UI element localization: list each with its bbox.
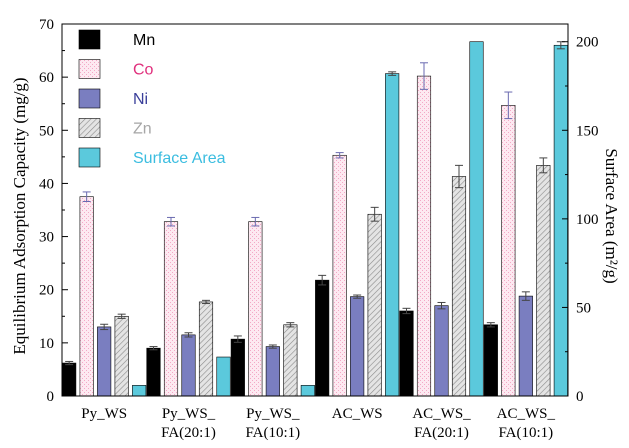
legend-swatch-mn — [78, 29, 101, 50]
legend-swatch-co — [78, 59, 101, 79]
x-tick-label: Py_WS_ — [246, 406, 300, 422]
legend-label-surface-area: Surface Area — [133, 150, 226, 167]
bar-surface-area — [469, 41, 484, 397]
bar-co — [416, 75, 432, 397]
bar-zn — [198, 301, 214, 397]
bar-mn — [146, 347, 161, 397]
y-tick-label: 10 — [39, 336, 54, 352]
bar-ni — [265, 346, 280, 397]
x-tick-label: AC_WS_ — [412, 406, 471, 422]
y-tick-label: 60 — [39, 70, 54, 86]
axes-layer: Py_WS Py_WS_ FA(20:1) Py_WS_ FA(10:1) AC_WS AC… — [39, 17, 599, 441]
y-tick-label: 0 — [47, 389, 55, 405]
legend-swatch-ni — [78, 88, 101, 109]
bars-layer — [62, 41, 568, 397]
bar-zn — [114, 315, 129, 397]
y2-tick-label: 150 — [576, 123, 599, 139]
bar-co — [163, 221, 179, 397]
legend-label-ni: Ni — [133, 91, 148, 108]
bar-zn — [367, 213, 382, 397]
legend-label-zn: Zn — [133, 121, 152, 138]
bar-mn — [399, 310, 414, 397]
bar-surface-area — [132, 385, 147, 397]
bar-ni — [350, 296, 365, 397]
x-tick-label: FA(10:1) — [498, 425, 553, 441]
y-tick-label: 20 — [39, 283, 54, 299]
x-tick-label: Py_WS — [81, 406, 127, 422]
bar-co — [79, 196, 94, 397]
bar-zn — [536, 165, 551, 397]
bar-zn — [283, 324, 298, 397]
y2-tick-label: 200 — [576, 35, 599, 51]
bar-co — [332, 154, 347, 397]
legend-label-co: Co — [133, 62, 154, 79]
bar-surface-area — [385, 73, 400, 397]
legend-swatch-surface-area — [78, 147, 101, 168]
bar-surface-area — [216, 356, 231, 397]
x-tick-label: AC_WS — [332, 406, 383, 422]
y-tick-label: 50 — [39, 123, 54, 139]
bar-surface-area — [553, 44, 568, 397]
legend-swatch-zn — [78, 118, 101, 138]
legend-label-mn: Mn — [133, 32, 155, 49]
y-tick-label: 30 — [39, 230, 54, 246]
y-tick-label: 40 — [39, 176, 54, 192]
bar-surface-area — [300, 385, 315, 397]
x-tick-label: FA(20:1) — [414, 425, 469, 441]
bar-co — [248, 221, 263, 397]
x-tick-label: FA(10:1) — [245, 425, 300, 441]
bar-ni — [181, 334, 196, 397]
bar-mn — [315, 279, 330, 397]
x-tick-label: AC_WS_ — [497, 406, 556, 422]
y2-tick-label: 0 — [576, 389, 584, 405]
bar-ni — [434, 305, 449, 397]
y-tick-label: 70 — [39, 17, 54, 33]
bar-mn — [230, 338, 245, 397]
x-tick-label: FA(20:1) — [161, 425, 216, 441]
y2-tick-label: 50 — [576, 300, 591, 316]
y-axis-title: Equilibrium Adsorption Capacity (mg/g) — [10, 77, 29, 354]
y2-axis-title: Surface Area (m²/g) — [602, 148, 621, 283]
bar-ni — [97, 326, 112, 397]
bar-mn — [62, 362, 77, 397]
y2-tick-label: 100 — [576, 212, 599, 228]
x-tick-label: Py_WS_ — [162, 406, 216, 422]
bar-ni — [518, 295, 533, 397]
bar-zn — [451, 176, 467, 397]
bar-co — [501, 105, 516, 397]
bar-mn — [483, 324, 498, 397]
legend: Mn Co Ni Zn Surface Area — [78, 29, 226, 168]
